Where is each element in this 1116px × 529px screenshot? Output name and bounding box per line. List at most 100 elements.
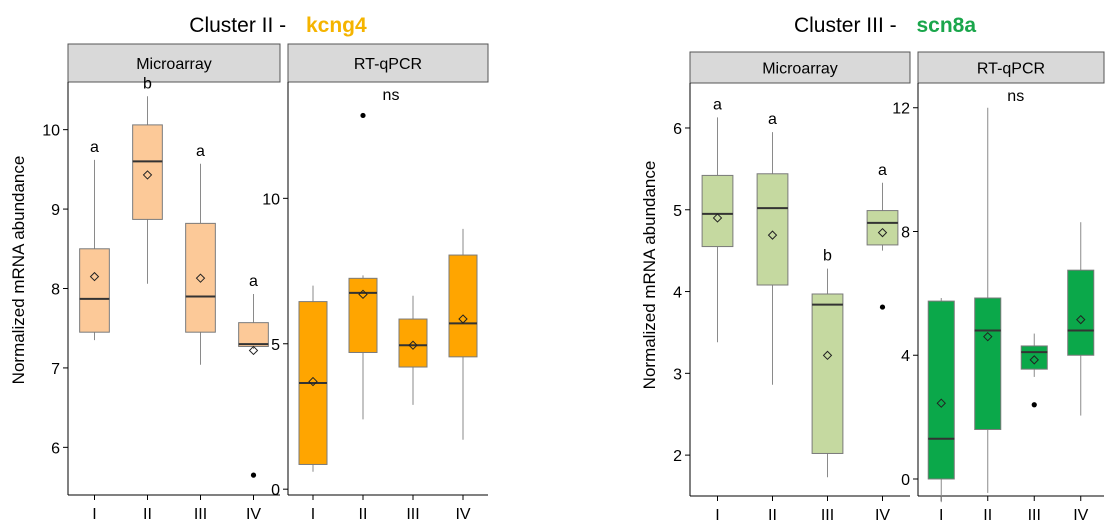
- y-tick-label: 10: [262, 191, 280, 208]
- mean-marker: [822, 350, 833, 361]
- box-body: [811, 293, 844, 454]
- box-I: a: [79, 139, 110, 341]
- y-tick-label: 10: [42, 123, 60, 140]
- y-tick-label: 8: [51, 282, 60, 299]
- box-body: [79, 248, 110, 333]
- facet-strip-label: RT-qPCR: [354, 56, 422, 73]
- box-IV: a: [866, 162, 899, 310]
- x-tick-label: III: [406, 506, 419, 523]
- x-tick-label: III: [194, 506, 207, 523]
- chart-title-scn8a: Cluster III - scn8a: [794, 14, 976, 37]
- outlier-point: [1031, 402, 1037, 408]
- box-II: [348, 112, 378, 420]
- y-tick-label: 8: [901, 224, 910, 241]
- mean-marker: [767, 230, 778, 240]
- box-body: [927, 300, 955, 480]
- outlier-point: [360, 112, 366, 119]
- mean-marker: [358, 289, 368, 300]
- x-tick-label: IV: [1073, 507, 1088, 524]
- box-II: b: [132, 75, 163, 284]
- significance-letter: a: [878, 162, 887, 179]
- significance-letter: b: [823, 248, 832, 265]
- y-tick-label: 3: [673, 366, 682, 383]
- y-axis-label: Normalized mRNA abundance: [640, 161, 659, 390]
- x-tick-label: II: [143, 506, 152, 523]
- box-body: [398, 318, 428, 368]
- box-body: [701, 174, 734, 248]
- mean-marker: [195, 273, 206, 283]
- x-tick-label: I: [311, 506, 315, 523]
- box-IV: [448, 228, 478, 440]
- y-tick-label: 9: [51, 202, 60, 219]
- outlier-point: [879, 304, 886, 310]
- chart-title-gene: kcng4: [306, 14, 367, 37]
- box-body: [348, 277, 378, 353]
- chart-title-kcng4: Cluster II - kcng4: [189, 14, 367, 37]
- box-body: [448, 254, 478, 358]
- significance-annotation: ns: [383, 87, 400, 104]
- significance-annotation: ns: [1007, 88, 1024, 105]
- y-tick-label: 2: [673, 448, 682, 465]
- y-tick-label: 4: [901, 348, 910, 365]
- box-body: [1020, 345, 1048, 370]
- mean-marker: [89, 271, 100, 282]
- x-tick-label: I: [92, 506, 96, 523]
- y-tick-label: 5: [673, 203, 682, 220]
- x-tick-label: IV: [455, 506, 470, 523]
- chart-scn8a: Cluster III - scn8a Normalized mRNA abun…: [640, 14, 1105, 524]
- box-I: [298, 285, 328, 472]
- box-body: [866, 210, 899, 246]
- mean-marker: [983, 331, 993, 342]
- mean-marker: [936, 398, 946, 408]
- box-IV: [1067, 222, 1095, 416]
- box-II: [974, 107, 1002, 493]
- x-tick-label: I: [715, 507, 719, 524]
- y-tick-label: 7: [51, 361, 60, 378]
- box-body: [756, 173, 789, 286]
- mean-marker: [458, 314, 468, 324]
- mean-marker: [142, 170, 153, 180]
- chart-title-prefix: Cluster III -: [794, 14, 903, 37]
- box-III: b: [811, 248, 844, 478]
- chart-title-prefix: Cluster II -: [189, 14, 292, 37]
- chart-title-gene: scn8a: [916, 14, 976, 37]
- y-tick-label: 5: [271, 337, 280, 354]
- facet-strip: [287, 43, 489, 83]
- box-II: a: [756, 111, 789, 385]
- box-body: [974, 297, 1002, 430]
- box-body: [1067, 269, 1095, 356]
- facet-strip-label: RT-qPCR: [977, 61, 1045, 78]
- facet-strip: [689, 51, 911, 84]
- y-tick-label: 6: [51, 440, 60, 457]
- significance-letter: a: [196, 143, 205, 160]
- box-III: [1020, 333, 1048, 408]
- mean-marker: [1076, 314, 1086, 325]
- box-body: [132, 124, 163, 220]
- box-III: [398, 295, 428, 405]
- x-tick-label: II: [983, 507, 992, 524]
- box-III: a: [185, 143, 216, 365]
- y-tick-label: 12: [892, 101, 910, 118]
- x-tick-label: IV: [246, 506, 261, 523]
- significance-letter: a: [90, 139, 99, 156]
- x-tick-label: II: [359, 506, 368, 523]
- facet-strip: [917, 51, 1105, 84]
- y-tick-label: 6: [673, 121, 682, 138]
- mean-marker: [408, 340, 418, 350]
- box-body: [238, 322, 269, 347]
- mean-marker: [1029, 355, 1039, 365]
- facet-strip-label: Microarray: [762, 61, 838, 78]
- x-tick-label: I: [939, 507, 943, 524]
- x-tick-label: IV: [875, 507, 890, 524]
- y-tick-label: 0: [271, 482, 280, 499]
- box-body: [185, 222, 216, 333]
- y-tick-label: 4: [673, 285, 682, 302]
- y-axis-label: Normalized mRNA abundance: [9, 156, 28, 385]
- mean-marker: [877, 227, 888, 238]
- mean-marker: [712, 213, 723, 223]
- facet-strip-label: Microarray: [136, 56, 212, 73]
- facet-strip: [67, 43, 281, 83]
